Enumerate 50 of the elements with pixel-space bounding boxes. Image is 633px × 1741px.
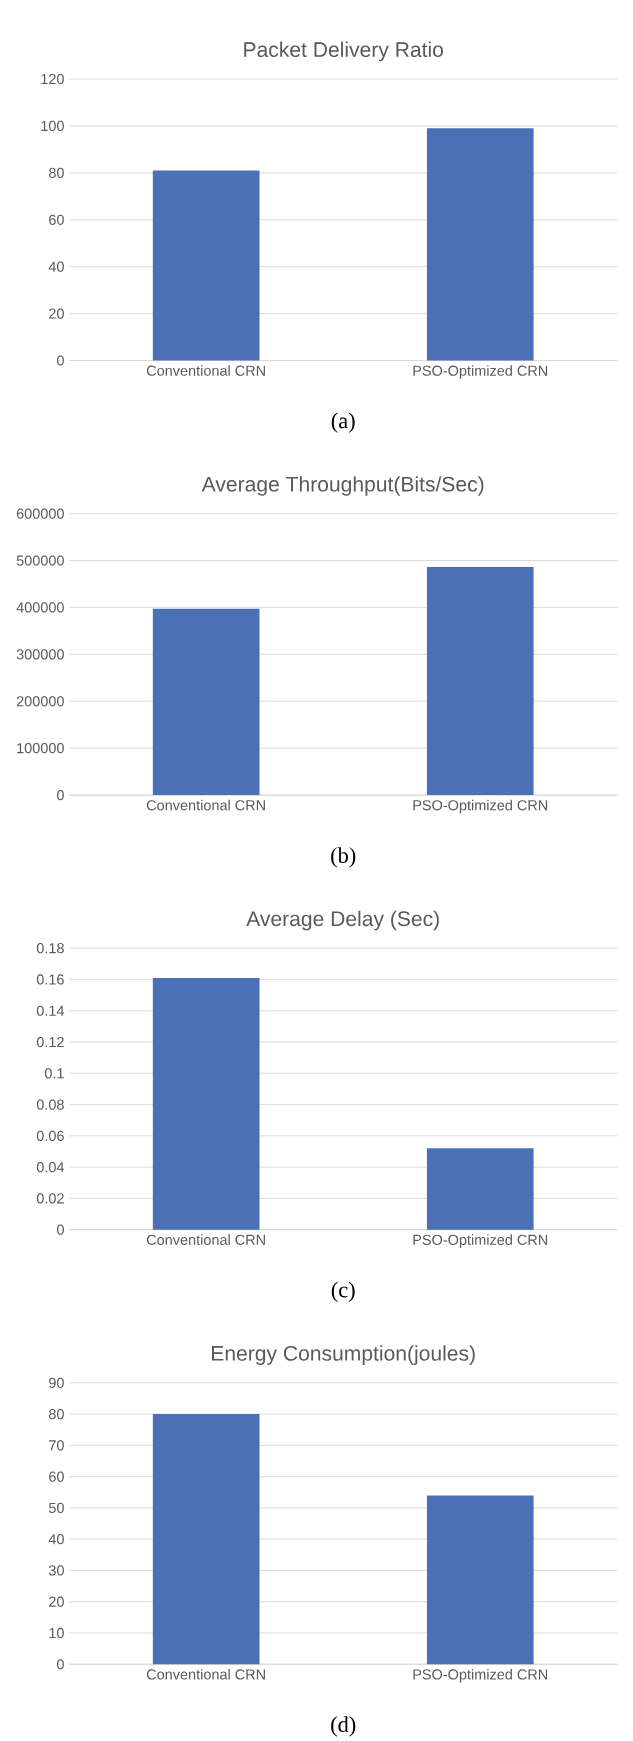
y-tick-label: 500000 xyxy=(16,555,64,566)
x-tick-label: PSO-Optimized CRN xyxy=(413,1668,548,1683)
y-tick-label: 80 xyxy=(48,167,64,178)
text: (c) xyxy=(331,1281,355,1303)
x-tick-label: Conventional CRN xyxy=(146,1668,265,1680)
y-tick-label: 40 xyxy=(48,1534,64,1545)
y-tick-label: 0 xyxy=(56,355,64,366)
y-tick-label: 120 xyxy=(41,73,64,85)
chart-title: Energy Consumption(joules) xyxy=(211,1345,475,1365)
x-tick-label: Conventional CRN xyxy=(146,1234,265,1245)
chart-title: Average Delay (Sec) xyxy=(246,910,439,931)
text: (d) xyxy=(331,1716,356,1737)
y-tick-label: 300000 xyxy=(16,649,64,660)
y-tick-label: 50 xyxy=(48,1502,64,1514)
y-tick-label: 0.12 xyxy=(36,1036,64,1048)
y-tick-label: 40 xyxy=(48,261,64,272)
y-tick-label: 0.06 xyxy=(36,1130,64,1141)
y-tick-label: 0 xyxy=(56,1659,64,1670)
x-tick-label: PSO-Optimized CRN xyxy=(413,1234,548,1248)
text: (b) xyxy=(331,847,356,868)
y-tick-label: 30 xyxy=(48,1565,64,1576)
x-tick-label: PSO-Optimized CRN xyxy=(413,365,548,379)
y-tick-label: 0.02 xyxy=(36,1193,64,1204)
y-tick-label: 70 xyxy=(49,1440,64,1451)
y-tick-label: 400000 xyxy=(16,602,64,613)
y-tick-label: 200000 xyxy=(16,696,64,707)
text: (a) xyxy=(331,412,355,433)
y-tick-label: 10 xyxy=(49,1627,64,1639)
y-tick-label: 0.16 xyxy=(36,974,64,985)
y-tick-label: 0.04 xyxy=(36,1162,64,1173)
y-tick-label: 100 xyxy=(41,120,64,132)
y-tick-label: 90 xyxy=(49,1377,64,1388)
y-tick-label: 600000 xyxy=(16,508,64,519)
y-tick-label: 60 xyxy=(49,214,64,225)
y-tick-label: 60 xyxy=(49,1471,64,1482)
y-tick-label: 100000 xyxy=(17,743,64,754)
chart-title: Average Throughput(Bits/Sec) xyxy=(201,476,484,496)
y-tick-label: 0.08 xyxy=(36,1099,64,1110)
x-tick-label: PSO-Optimized CRN xyxy=(413,799,548,814)
y-tick-label: 20 xyxy=(49,308,64,319)
chart-title: Packet Delivery Ratio xyxy=(244,41,443,62)
x-tick-label: Conventional CRN xyxy=(146,365,265,376)
y-tick-label: 0 xyxy=(56,1224,64,1235)
y-tick-label: 20 xyxy=(49,1596,64,1607)
y-tick-label: 0 xyxy=(56,789,64,801)
x-tick-label: Conventional CRN xyxy=(146,799,265,811)
y-tick-label: 0.14 xyxy=(36,1005,64,1016)
y-tick-label: 80 xyxy=(48,1408,64,1420)
y-tick-label: 0.1 xyxy=(44,1068,64,1079)
y-tick-label: 0.18 xyxy=(36,943,64,954)
